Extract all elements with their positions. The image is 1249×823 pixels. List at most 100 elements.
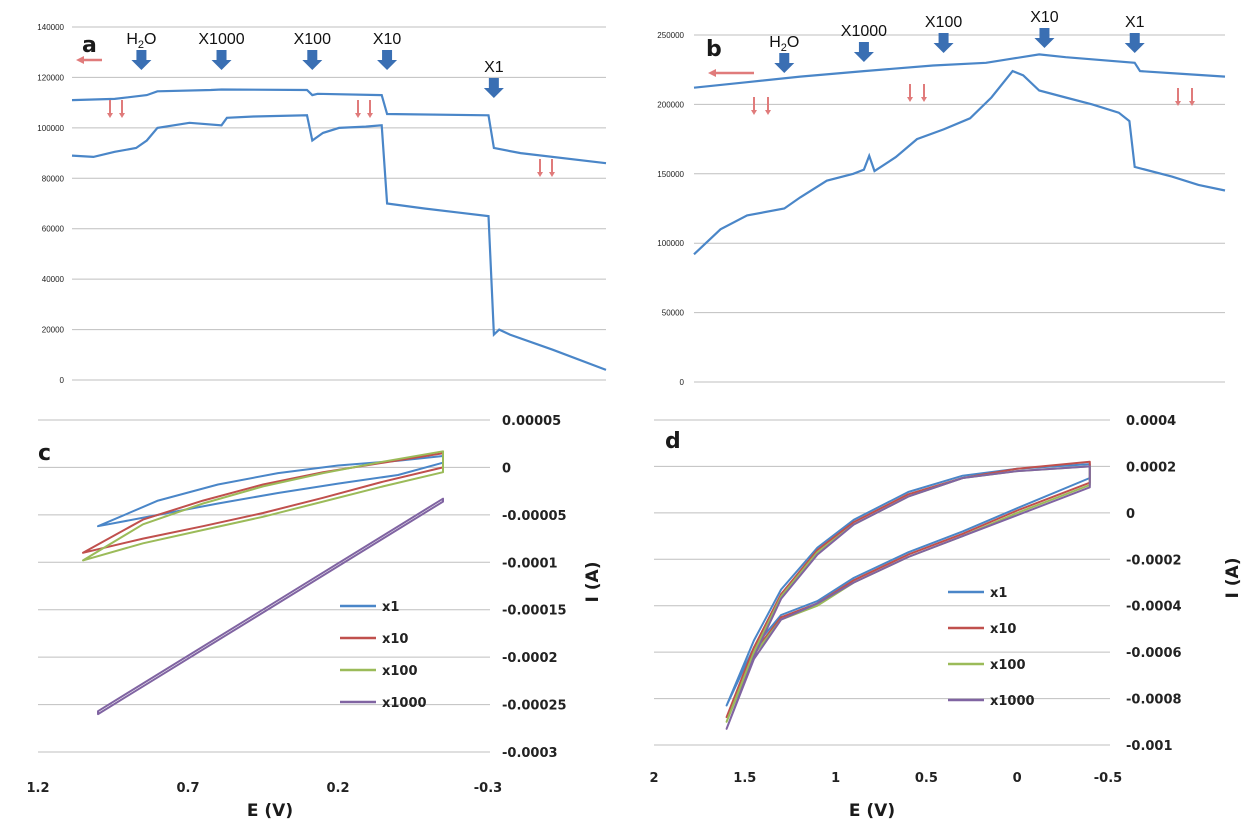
series-loop bbox=[97, 497, 444, 716]
series-loop bbox=[82, 452, 444, 554]
panel-c-legend: x1 x10 x100 x1000 bbox=[340, 600, 427, 711]
legend-label: x10 bbox=[382, 632, 408, 647]
xtick-label: 0 bbox=[1013, 771, 1022, 786]
legend-entry: x1 bbox=[948, 586, 1007, 601]
annotation-text: X1000 bbox=[841, 23, 887, 40]
series-line bbox=[693, 69, 1226, 256]
annotation-subscript: 2 bbox=[138, 39, 144, 51]
down-arrow-icon bbox=[302, 50, 323, 70]
red-down-arrows bbox=[355, 100, 373, 118]
ytick-label: -0.0003 bbox=[502, 746, 558, 761]
down-arrow-icon bbox=[483, 78, 504, 98]
panel-c-series bbox=[82, 450, 444, 716]
ytick-label: -0.0002 bbox=[502, 651, 558, 666]
ytick-label: -0.0002 bbox=[1126, 553, 1182, 568]
panel-c-ylabel: I (A) bbox=[583, 562, 603, 603]
legend-label: x1000 bbox=[382, 696, 427, 711]
legend-label: x1 bbox=[382, 600, 399, 615]
ytick-label: 250000 bbox=[657, 31, 684, 40]
xtick-label: 0.7 bbox=[176, 781, 199, 796]
annotation-label: X1 bbox=[484, 59, 504, 76]
treatment-annotation: X10 bbox=[1030, 9, 1059, 48]
annotation-text: H bbox=[126, 31, 138, 48]
legend-entry: x10 bbox=[340, 632, 408, 647]
treatment-annotation: X1 bbox=[1124, 14, 1145, 53]
ytick-label: -0.0001 bbox=[502, 556, 558, 571]
ytick-label: -0.00015 bbox=[502, 604, 567, 619]
panel-a-label: a bbox=[82, 33, 97, 58]
ytick-label: 120000 bbox=[37, 73, 64, 82]
annotation-label: H2O bbox=[126, 31, 156, 51]
treatment-annotation: X10 bbox=[373, 31, 402, 70]
panel-d-grid bbox=[654, 419, 1110, 746]
ytick-label: 200000 bbox=[657, 100, 684, 109]
ytick-label: 0.0002 bbox=[1126, 460, 1176, 475]
panel-b-annotations: H2O X1000 X100 X10 X1 bbox=[769, 9, 1145, 73]
annotation-text: H bbox=[769, 34, 781, 51]
annotation-subscript: 2 bbox=[781, 42, 787, 54]
legend-label: x10 bbox=[990, 622, 1016, 637]
series-loop bbox=[725, 463, 1091, 707]
series-line bbox=[71, 114, 607, 371]
panel-b-series bbox=[693, 53, 1226, 256]
ytick-label: 0 bbox=[502, 461, 511, 476]
panel-d-legend: x1 x10 x100 x1000 bbox=[948, 586, 1035, 709]
series-line bbox=[693, 53, 1226, 89]
panel-a-grid bbox=[72, 26, 606, 381]
legend-label: x1 bbox=[990, 586, 1007, 601]
panel-a-red-markers bbox=[76, 56, 555, 177]
down-arrow-icon bbox=[853, 42, 874, 62]
annotation-text: X100 bbox=[925, 14, 962, 31]
ytick-label: 40000 bbox=[42, 275, 65, 284]
panel-c-label: c bbox=[38, 441, 51, 466]
ytick-label: -0.00005 bbox=[502, 509, 567, 524]
annotation-text: X1 bbox=[1125, 14, 1145, 31]
panel-a: 020000400006000080000100000120000140000 … bbox=[37, 23, 607, 385]
annotation-text: X10 bbox=[1030, 9, 1059, 26]
ytick-label: 100000 bbox=[657, 239, 684, 248]
ytick-label: 100000 bbox=[37, 124, 64, 133]
annotation-label: X10 bbox=[373, 31, 402, 48]
panel-b-yticks: 0 50000 100000 150000 200000 250000 bbox=[657, 31, 684, 387]
panel-a-annotations: H2O X1000 X100 X10 X1 bbox=[126, 31, 504, 98]
red-down-arrows bbox=[907, 84, 927, 102]
legend-entry: x1000 bbox=[340, 696, 427, 711]
ytick-label: -0.0004 bbox=[1126, 600, 1182, 615]
xtick-label: -0.3 bbox=[474, 781, 502, 796]
legend-entry: x1 bbox=[340, 600, 399, 615]
legend-entry: x10 bbox=[948, 622, 1016, 637]
down-arrow-icon bbox=[377, 50, 398, 70]
panel-a-series bbox=[71, 88, 607, 371]
ytick-label: -0.00025 bbox=[502, 699, 567, 714]
annotation-text: X1000 bbox=[198, 31, 244, 48]
panel-b-grid bbox=[694, 34, 1225, 383]
red-down-arrows bbox=[751, 97, 771, 115]
down-arrow-icon bbox=[933, 33, 954, 53]
xtick-label: 1 bbox=[831, 771, 840, 786]
down-arrow-icon bbox=[1124, 33, 1145, 53]
treatment-annotation: X1 bbox=[483, 59, 504, 98]
ytick-label: 80000 bbox=[42, 174, 65, 183]
xtick-label: -0.5 bbox=[1094, 771, 1122, 786]
legend-entry: x100 bbox=[948, 658, 1026, 673]
treatment-annotation: X1000 bbox=[198, 31, 245, 70]
red-left-arrow bbox=[708, 69, 754, 77]
panel-d-xlabel: E (V) bbox=[849, 801, 895, 821]
panel-b-label: b bbox=[706, 37, 722, 62]
panel-d: 0.0004 0.0002 0 -0.0002 -0.0004 -0.0006 -0.000… bbox=[649, 414, 1243, 821]
xtick-label: 1.2 bbox=[26, 781, 49, 796]
panel-b: 0 50000 100000 150000 200000 250000 H2O X1000 X… bbox=[657, 9, 1226, 387]
legend-entry: x1000 bbox=[948, 694, 1035, 709]
red-down-arrows bbox=[107, 100, 125, 118]
treatment-annotation: H2O bbox=[126, 31, 156, 70]
ytick-label: -0.001 bbox=[1126, 739, 1173, 754]
annotation-label: X1 bbox=[1125, 14, 1145, 31]
legend-label: x100 bbox=[990, 658, 1026, 673]
annotation-label: X1000 bbox=[198, 31, 244, 48]
annotation-text: X100 bbox=[294, 31, 331, 48]
down-arrow-icon bbox=[1034, 28, 1055, 48]
ytick-label: 0.00005 bbox=[502, 414, 561, 429]
annotation-tail: O bbox=[787, 34, 799, 51]
red-down-arrows bbox=[537, 159, 555, 177]
